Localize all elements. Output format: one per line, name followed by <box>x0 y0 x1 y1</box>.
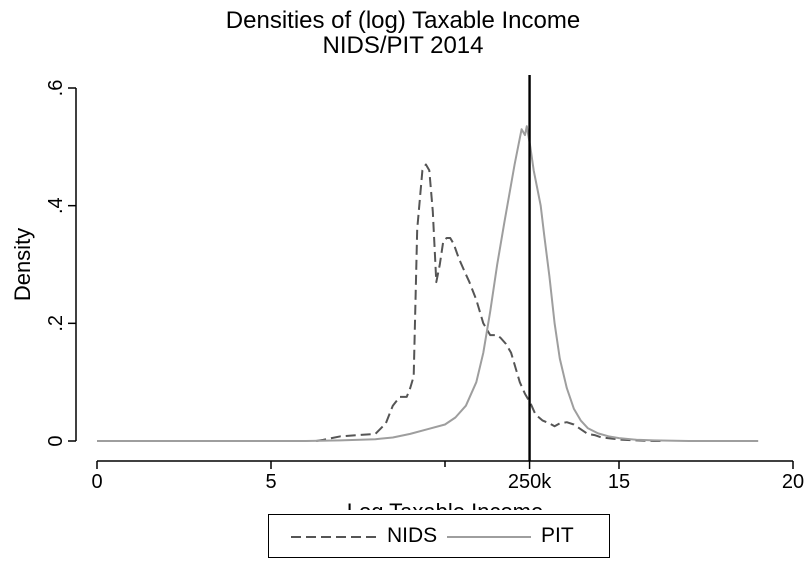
y-axis-label: Density <box>10 228 35 301</box>
y-tick-label-0: 0 <box>45 435 67 446</box>
x-tick-label-15: 15 <box>608 471 630 493</box>
legend-label-pit: PIT <box>541 524 574 547</box>
x-tick-label-250k: 250k <box>508 471 552 493</box>
x-tick-label-5: 5 <box>265 471 276 493</box>
x-ticks: 0 5 250k 15 20 <box>91 461 804 493</box>
legend: NIDS PIT <box>268 514 610 558</box>
x-tick-label-20: 20 <box>782 471 804 493</box>
x-axis-label: Log Taxable Income <box>347 499 544 510</box>
series-line-nids <box>316 163 661 442</box>
chart-title: Densities of (log) Taxable Income <box>225 7 581 34</box>
axes <box>75 88 793 462</box>
y-tick-label-2: .2 <box>45 315 67 332</box>
y-ticks: 0 .2 .4 .6 <box>45 80 76 447</box>
legend-label-nids: NIDS <box>387 524 438 547</box>
y-tick-label-6: .6 <box>45 80 67 97</box>
chart-subtitle: NIDS/PIT 2014 <box>322 32 484 59</box>
density-plot: 0 5 250k 15 20 0 .2 .4 .6 Log Taxable Income De… <box>10 75 804 510</box>
y-tick-label-4: .4 <box>45 197 67 214</box>
legend-swatches <box>291 536 531 538</box>
series-line-pit <box>97 125 759 442</box>
x-tick-label-0: 0 <box>91 471 102 493</box>
series-layer <box>97 125 759 442</box>
